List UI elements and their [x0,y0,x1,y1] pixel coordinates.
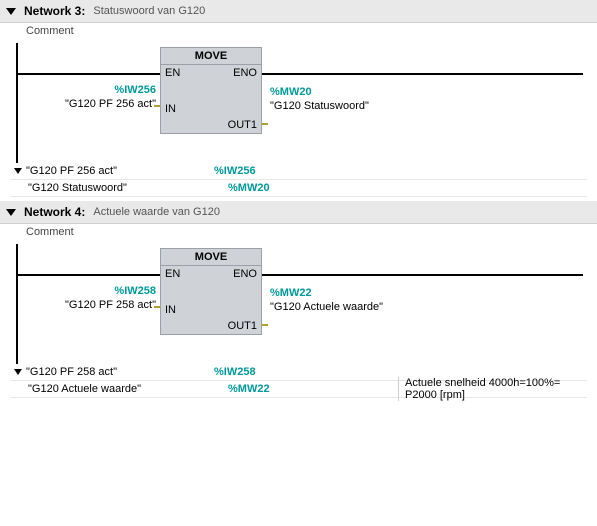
output-operand[interactable]: %MW22 "G120 Actuele waarde" [270,286,470,314]
rung-line [16,73,583,75]
input-name: "G120 PF 256 act" [6,97,156,111]
port-out1: OUT1 [228,119,257,131]
port-in: IN [165,103,176,115]
xref-name: "G120 PF 256 act" [26,165,117,177]
xref-row[interactable]: "G120 Statuswoord" %MW20 [10,180,587,197]
xref-addr: %MW22 [228,383,398,395]
expand-icon[interactable] [14,168,22,174]
network-subtitle: Actuele waarde van G120 [93,206,220,218]
output-addr: %MW22 [270,286,470,300]
xref-table: "G120 PF 258 act" %IW258 "G120 Actuele w… [10,364,587,398]
network-title: Network 4: [24,205,85,219]
port-en: EN [165,67,180,79]
output-addr: %MW20 [270,85,470,99]
xref-addr: %IW256 [214,165,384,177]
xref-name: "G120 Actuele waarde" [28,383,141,395]
network-comment[interactable]: Comment [0,23,597,43]
input-name: "G120 PF 258 act" [6,298,156,312]
move-block[interactable]: MOVE EN ENO IN OUT1 [160,248,262,335]
block-title: MOVE [161,249,261,266]
port-eno: ENO [233,67,257,79]
ladder-area: MOVE EN ENO IN OUT1 %IW258 "G120 PF 258 … [10,244,587,364]
input-operand[interactable]: %IW256 "G120 PF 256 act" [6,83,156,111]
input-addr: %IW258 [6,284,156,298]
xref-name: "G120 Statuswoord" [28,182,127,194]
port-out1: OUT1 [228,320,257,332]
network-header[interactable]: Network 3: Statuswoord van G120 [0,0,597,23]
expand-icon[interactable] [14,369,22,375]
stub-out [262,324,268,326]
output-operand[interactable]: %MW20 "G120 Statuswoord" [270,85,470,113]
network-3: Network 3: Statuswoord van G120 Comment … [0,0,597,197]
xref-name: "G120 PF 258 act" [26,366,117,378]
port-in: IN [165,304,176,316]
network-comment[interactable]: Comment [0,224,597,244]
network-header[interactable]: Network 4: Actuele waarde van G120 [0,201,597,224]
rung-line [16,274,583,276]
move-block[interactable]: MOVE EN ENO IN OUT1 [160,47,262,134]
input-addr: %IW256 [6,83,156,97]
block-title: MOVE [161,48,261,65]
network-subtitle: Statuswoord van G120 [93,5,205,17]
output-name: "G120 Actuele waarde" [270,300,470,314]
collapse-icon[interactable] [6,8,16,15]
stub-out [262,123,268,125]
xref-row[interactable]: "G120 Actuele waarde" %MW22 Actuele snel… [10,381,587,398]
xref-addr: %IW258 [214,366,384,378]
xref-table: "G120 PF 256 act" %IW256 "G120 Statuswoo… [10,163,587,197]
network-title: Network 3: [24,4,85,18]
port-eno: ENO [233,268,257,280]
xref-addr: %MW20 [228,182,398,194]
xref-row[interactable]: "G120 PF 256 act" %IW256 [10,163,587,180]
port-en: EN [165,268,180,280]
network-4: Network 4: Actuele waarde van G120 Comme… [0,201,597,398]
collapse-icon[interactable] [6,209,16,216]
input-operand[interactable]: %IW258 "G120 PF 258 act" [6,284,156,312]
output-name: "G120 Statuswoord" [270,99,470,113]
xref-note: Actuele snelheid 4000h=100%= P2000 [rpm] [398,377,587,401]
ladder-area: MOVE EN ENO IN OUT1 %IW256 "G120 PF 256 … [10,43,587,163]
